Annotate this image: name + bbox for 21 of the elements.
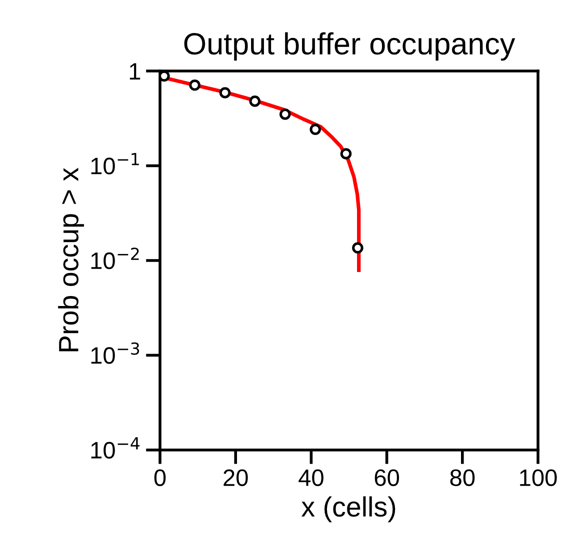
y-tick-label: 10$^{−1}$: [91, 153, 139, 174]
y-tick-label: 1: [130, 63, 140, 80]
x-axis-title: x (cells): [301, 496, 396, 522]
point: [189, 79, 200, 91]
chart-title: Output buffer occupancy: [184, 32, 516, 61]
x-tick-label: 60: [374, 469, 400, 486]
x-tick-label: 0: [154, 469, 166, 486]
x-tick-label: 40: [298, 469, 324, 486]
x-tick-label: 80: [450, 469, 475, 486]
point: [340, 148, 352, 160]
y-tick-label: 10$^{−3}$: [91, 342, 140, 364]
y-axis-title: Prob occup > x: [58, 168, 84, 352]
point: [219, 87, 231, 98]
point: [279, 108, 291, 120]
y-tick-label: 10$^{−2}$: [91, 248, 139, 270]
point: [352, 242, 364, 254]
point: [310, 124, 321, 136]
y-tick-label: 10$^{−4}$: [91, 437, 140, 459]
point: [249, 96, 261, 107]
x-tick-label: 20: [224, 469, 248, 486]
x-tick-label: 100: [520, 469, 557, 486]
